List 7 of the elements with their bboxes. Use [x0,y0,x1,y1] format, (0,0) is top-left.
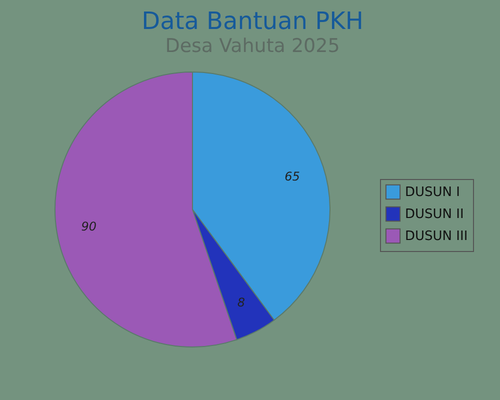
data-label: 8 [237,296,246,310]
chart-title: Data Bantuan PKH [142,7,364,35]
legend-label: DUSUN II [405,207,464,222]
legend-label: DUSUN III [405,229,468,244]
data-label: 65 [284,170,300,184]
legend-label: DUSUN I [405,185,460,200]
data-label: 90 [81,220,97,234]
